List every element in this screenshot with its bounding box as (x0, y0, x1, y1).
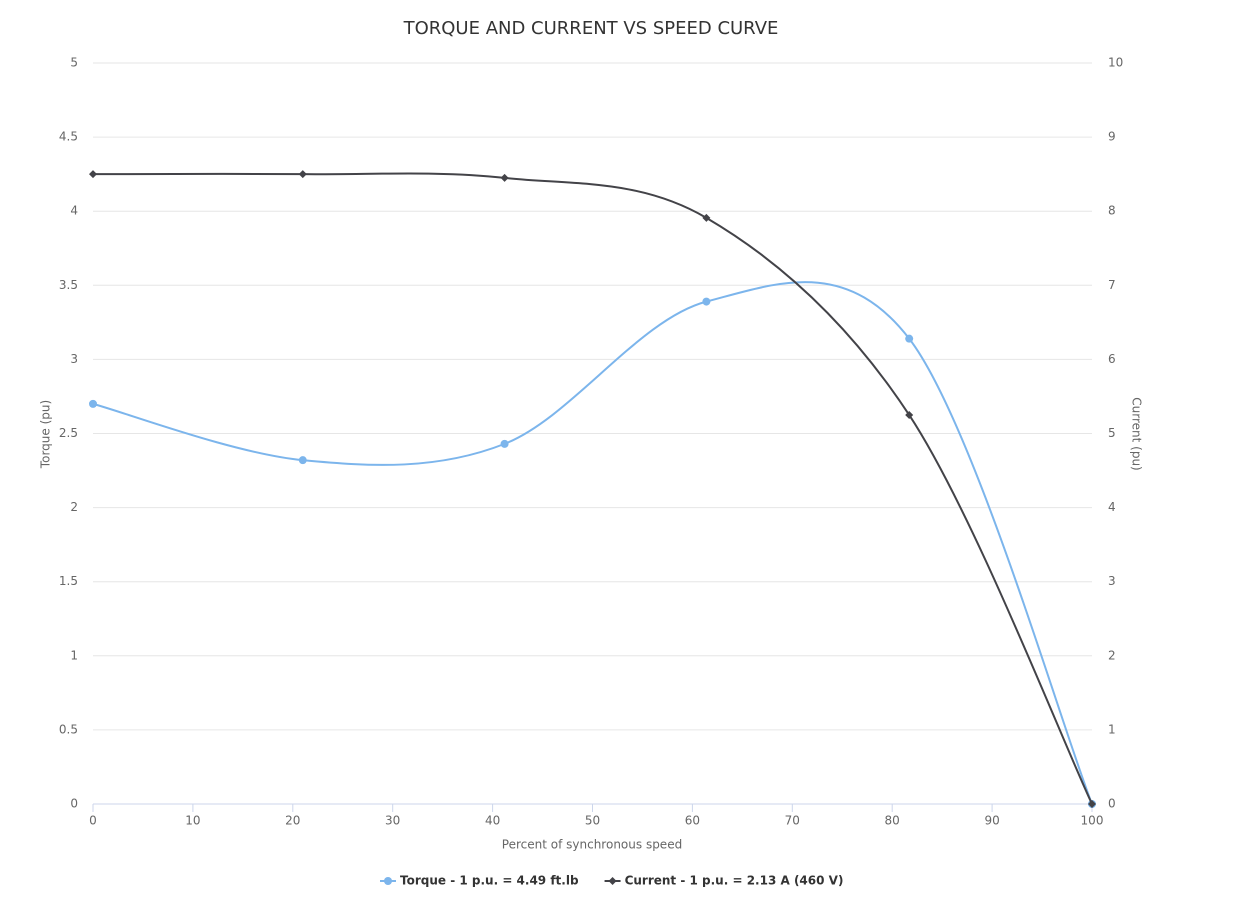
point (702, 297, 711, 306)
x-tick-label: 10 (185, 814, 200, 828)
y2-tick-label: 4 (1108, 500, 1116, 514)
point (702, 213, 711, 222)
legend-marker (608, 877, 617, 885)
point (500, 439, 509, 448)
point (500, 173, 509, 182)
y2-tick-label: 7 (1108, 278, 1116, 292)
x-tick-label: 100 (1081, 814, 1104, 828)
y2-tick-label: 2 (1108, 648, 1116, 662)
y-tick-label: 1 (70, 648, 78, 662)
x-tick-label: 80 (885, 814, 900, 828)
y-tick-label: 4 (70, 204, 78, 218)
y2-tick-label: 6 (1108, 352, 1116, 366)
point (298, 456, 307, 465)
y-tick-label: 3 (70, 352, 78, 366)
point (905, 410, 914, 419)
x-axis-title: Percent of synchronous speed (502, 838, 682, 852)
y-axis-title: Torque (pu) (39, 400, 53, 469)
y-tick-label: 2.5 (59, 426, 78, 440)
line (92, 281, 1093, 805)
y2-tick-label: 10 (1108, 56, 1123, 70)
x-tick-label: 40 (485, 814, 500, 828)
y-tick-label: 5 (70, 56, 78, 70)
y2-axis-title: Current (pu) (1130, 397, 1144, 470)
legend-marker (384, 877, 392, 885)
y2-tick-label: 1 (1108, 722, 1116, 736)
x-tick-label: 30 (385, 814, 400, 828)
y-tick-label: 0.5 (59, 722, 78, 736)
x-tick-label: 0 (89, 814, 97, 828)
point (89, 399, 97, 408)
x-tick-label: 70 (785, 814, 800, 828)
line (92, 172, 1093, 805)
y-tick-label: 1.5 (59, 574, 78, 588)
y2-tick-label: 5 (1108, 426, 1116, 440)
y2-tick-label: 0 (1108, 797, 1116, 811)
point (1088, 800, 1096, 808)
legend-label: Torque - 1 p.u. = 4.49 ft.lb (400, 874, 579, 888)
y-tick-label: 3.5 (59, 278, 78, 292)
point (89, 170, 97, 179)
y-tick-label: 2 (70, 500, 78, 514)
point (905, 334, 914, 343)
x-tick-label: 20 (285, 814, 300, 828)
point (298, 170, 307, 179)
y2-tick-label: 3 (1108, 574, 1116, 588)
chart-title: TORQUE AND CURRENT VS SPEED CURVE (403, 18, 779, 39)
y2-tick-label: 8 (1108, 204, 1116, 218)
y-tick-label: 4.5 (59, 130, 78, 144)
x-tick-label: 50 (585, 814, 600, 828)
legend-label: Current - 1 p.u. = 2.13 A (460 V) (625, 874, 844, 888)
x-tick-label: 90 (984, 814, 999, 828)
y-tick-label: 0 (70, 797, 78, 811)
y2-tick-label: 9 (1108, 130, 1116, 144)
x-tick-label: 60 (685, 814, 700, 828)
